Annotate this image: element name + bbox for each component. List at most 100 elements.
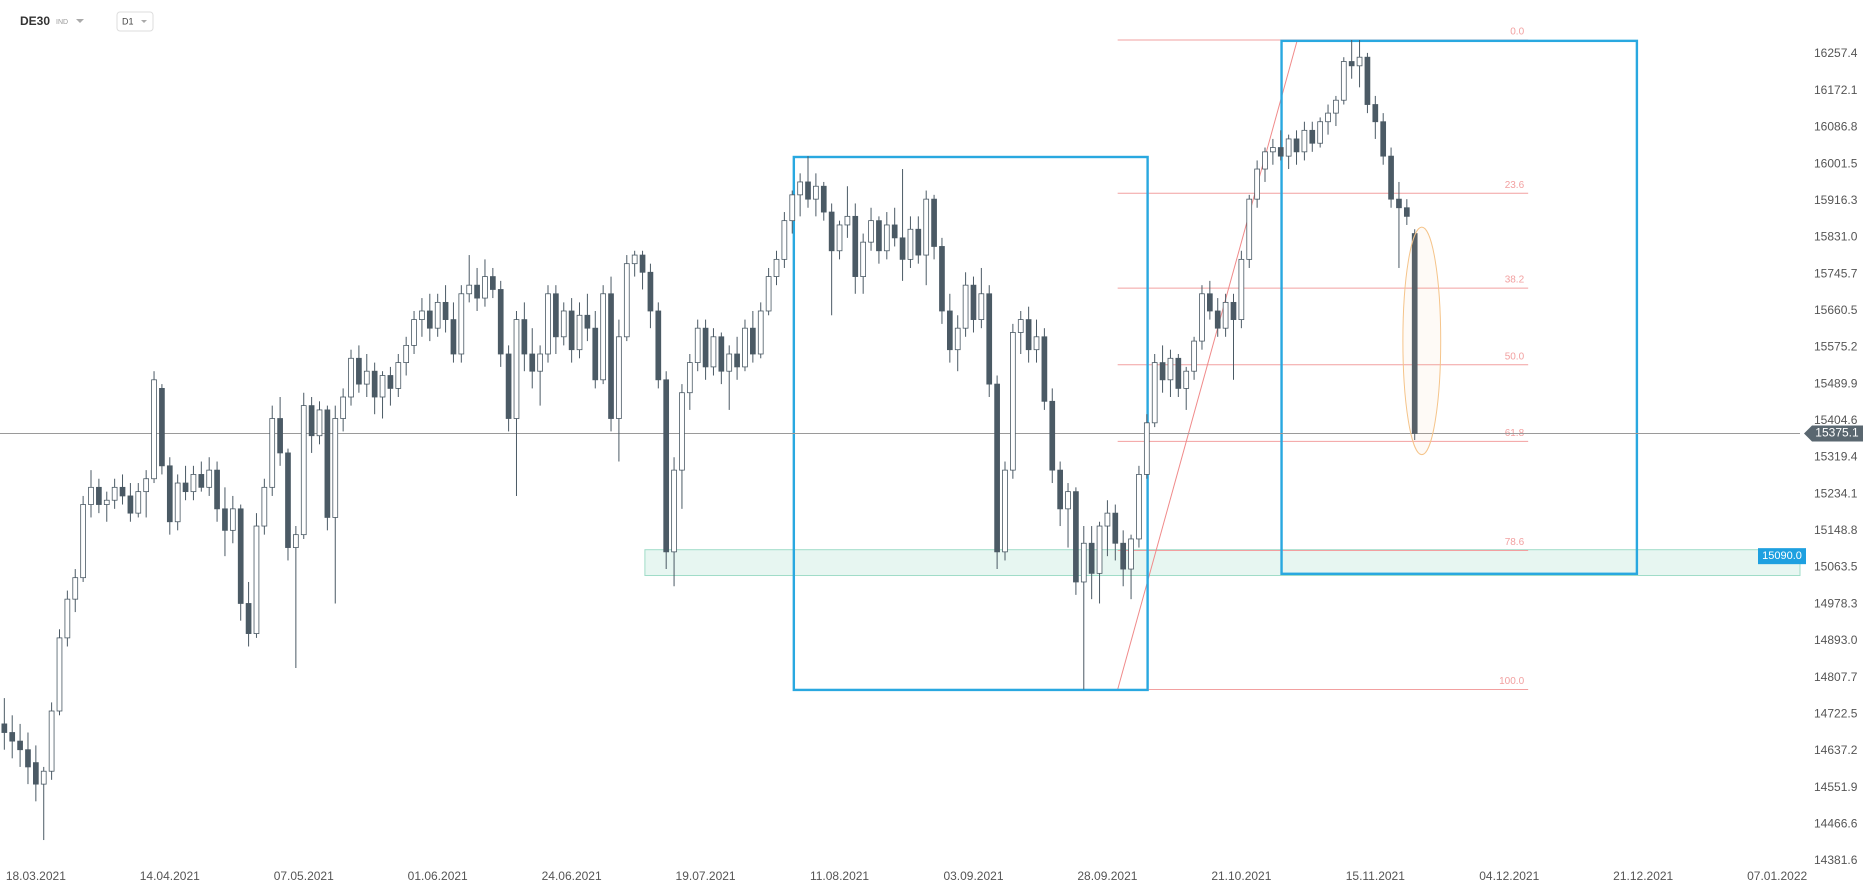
candle-body bbox=[1088, 542, 1095, 574]
candle-body bbox=[363, 370, 370, 385]
candle-body bbox=[797, 181, 803, 196]
candle-body bbox=[1270, 147, 1276, 153]
candle-body bbox=[174, 482, 181, 523]
candle-body bbox=[127, 495, 134, 514]
y-tick-label: 14466.6 bbox=[1814, 816, 1858, 830]
candle-body bbox=[1356, 56, 1363, 67]
candle-body bbox=[686, 362, 693, 394]
y-tick-label: 14807.7 bbox=[1814, 670, 1858, 684]
candle-body bbox=[813, 185, 819, 200]
candle-body bbox=[324, 409, 331, 518]
y-tick-label: 14978.3 bbox=[1814, 596, 1858, 610]
candle-body bbox=[773, 258, 780, 277]
candle-body bbox=[1025, 319, 1032, 351]
candle-body bbox=[623, 263, 630, 338]
interval[interactable]: D1 bbox=[122, 16, 134, 26]
candle-body bbox=[1120, 542, 1127, 570]
candle-body bbox=[419, 310, 425, 320]
candle-body bbox=[671, 469, 677, 553]
x-tick-label: 21.12.2021 bbox=[1613, 869, 1673, 883]
y-tick-label: 16001.5 bbox=[1814, 156, 1858, 170]
candle-body bbox=[600, 293, 606, 381]
candle-body bbox=[1348, 61, 1355, 67]
candle-body bbox=[387, 375, 394, 389]
fib-label: 50.0 bbox=[1505, 351, 1525, 362]
candle-body bbox=[915, 228, 922, 256]
symbol-dropdown[interactable] bbox=[76, 19, 84, 23]
candle-body bbox=[592, 327, 599, 381]
candle-body bbox=[1010, 332, 1016, 471]
candle-body bbox=[1411, 233, 1418, 434]
symbol[interactable]: DE30 bbox=[20, 14, 50, 28]
candle-body bbox=[1403, 207, 1410, 217]
candle-body bbox=[1199, 293, 1205, 342]
candle-body bbox=[1159, 362, 1166, 381]
candle-body bbox=[742, 327, 748, 368]
candle-body bbox=[308, 405, 315, 437]
candle-body bbox=[64, 598, 71, 639]
x-tick-label: 07.05.2021 bbox=[274, 869, 334, 883]
candle-body bbox=[1033, 336, 1040, 351]
candle-body bbox=[836, 224, 843, 252]
candle-body bbox=[876, 220, 882, 252]
x-tick-label: 03.09.2021 bbox=[943, 869, 1003, 883]
candle-body bbox=[72, 577, 79, 600]
interval-dropdown[interactable] bbox=[141, 20, 147, 23]
y-tick-label: 14637.2 bbox=[1814, 743, 1858, 757]
candle-body bbox=[860, 241, 867, 277]
x-tick-label: 21.10.2021 bbox=[1211, 869, 1271, 883]
candle-body bbox=[1254, 168, 1260, 200]
candle-body bbox=[1191, 340, 1197, 372]
y-tick-label: 15063.5 bbox=[1814, 560, 1858, 574]
candle-body bbox=[1396, 198, 1402, 209]
candle-body bbox=[222, 508, 228, 531]
candle-body bbox=[245, 603, 252, 634]
candle-body bbox=[206, 469, 213, 488]
candle-body bbox=[151, 379, 157, 480]
candle-body bbox=[88, 486, 94, 505]
candle-body bbox=[986, 293, 993, 385]
candle-body bbox=[190, 474, 197, 493]
candle-body bbox=[931, 198, 937, 247]
candle-body bbox=[277, 418, 283, 454]
candle-body bbox=[1340, 61, 1347, 101]
candle-body bbox=[269, 418, 276, 488]
candle-body bbox=[639, 254, 646, 273]
candle-body bbox=[1277, 147, 1284, 157]
candle-body bbox=[9, 732, 16, 742]
y-tick-label: 16172.1 bbox=[1814, 83, 1858, 97]
candle-body bbox=[962, 284, 969, 329]
candle-body bbox=[119, 486, 126, 497]
candle-body bbox=[757, 310, 764, 355]
toolbar: DE30 IND D1 bbox=[20, 11, 154, 32]
candle-body bbox=[568, 310, 575, 351]
highlight-ellipse bbox=[1402, 226, 1442, 456]
candle-body bbox=[828, 211, 835, 252]
candle-body bbox=[978, 293, 985, 320]
y-tick-label: 15831.0 bbox=[1814, 230, 1858, 244]
candle-body bbox=[694, 327, 701, 363]
candle-body bbox=[1175, 357, 1182, 389]
candle-body bbox=[48, 710, 55, 772]
candle-body bbox=[1073, 491, 1079, 583]
candle-body bbox=[1388, 155, 1394, 200]
candle-body bbox=[805, 181, 811, 200]
candle-body bbox=[789, 194, 796, 222]
candle-body bbox=[159, 388, 165, 467]
candle-body bbox=[907, 228, 914, 260]
interval-box[interactable] bbox=[116, 11, 154, 32]
candle-body bbox=[1309, 129, 1316, 144]
candle-body bbox=[1238, 258, 1245, 320]
candle-body bbox=[450, 319, 457, 355]
candle-body bbox=[1167, 357, 1174, 381]
candle-body bbox=[820, 185, 827, 213]
candle-body bbox=[1262, 151, 1268, 170]
candle-body bbox=[1230, 301, 1237, 320]
y-tick-label: 15148.8 bbox=[1814, 523, 1858, 537]
candle-body bbox=[1380, 121, 1387, 157]
x-tick-label: 18.03.2021 bbox=[6, 869, 66, 883]
candle-body bbox=[1104, 512, 1111, 527]
candle-body bbox=[135, 491, 142, 514]
y-tick-label: 16086.8 bbox=[1814, 120, 1858, 134]
